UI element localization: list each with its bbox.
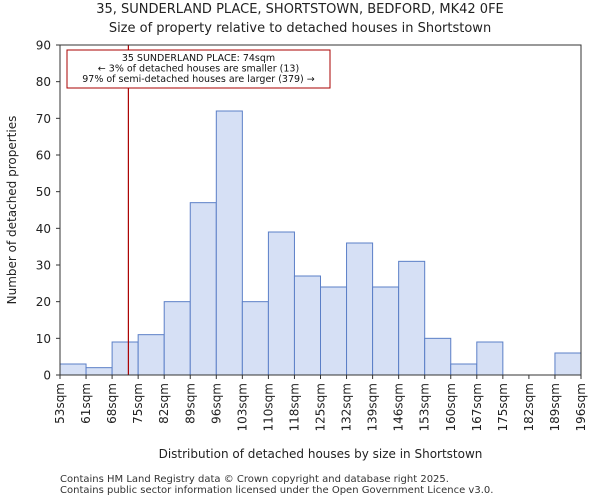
annotation-line-3: 97% of semi-detached houses are larger (… — [82, 74, 315, 85]
x-axis-label: Distribution of detached houses by size … — [159, 447, 483, 461]
x-tick-label: 103sqm — [235, 383, 249, 431]
x-tick-label: 175sqm — [496, 383, 510, 431]
x-tick-label: 68sqm — [105, 383, 119, 424]
footer-line-1: Contains HM Land Registry data © Crown c… — [60, 474, 449, 485]
x-tick-label: 53sqm — [53, 383, 67, 424]
bar-103sqm — [241, 301, 269, 376]
bar-68sqm — [111, 341, 139, 376]
y-tick-label: 0 — [43, 369, 51, 383]
x-tick-label: 182sqm — [522, 383, 536, 431]
y-tick-label: 40 — [36, 222, 51, 236]
y-axis-label: Number of detached properties — [5, 116, 19, 305]
bar-160sqm — [450, 363, 478, 376]
y-tick-label: 60 — [36, 149, 51, 163]
x-tick-label: 160sqm — [444, 383, 458, 431]
x-tick-label: 75sqm — [131, 383, 145, 424]
x-tick-label: 96sqm — [209, 383, 223, 424]
bar-53sqm — [59, 363, 87, 376]
bar-118sqm — [293, 275, 322, 376]
x-tick-label: 146sqm — [392, 383, 406, 431]
bar-146sqm — [398, 260, 426, 376]
bar-82sqm — [163, 301, 191, 376]
x-tick-label: 61sqm — [79, 383, 93, 424]
y-tick-label: 80 — [36, 75, 51, 89]
y-tick-label: 30 — [36, 259, 51, 273]
x-tick-label: 167sqm — [470, 383, 484, 431]
y-tick-label: 10 — [36, 332, 51, 346]
bar-75sqm — [137, 334, 165, 376]
y-tick-label: 70 — [36, 112, 51, 126]
x-tick-label: 132sqm — [340, 383, 354, 431]
bar-189sqm — [554, 352, 582, 376]
chart-title: 35, SUNDERLAND PLACE, SHORTSTOWN, BEDFOR… — [96, 2, 504, 17]
bar-96sqm — [215, 110, 243, 376]
y-tick-label: 90 — [36, 39, 51, 53]
bar-139sqm — [372, 286, 400, 376]
annotation-line-1: 35 SUNDERLAND PLACE: 74sqm — [122, 53, 275, 64]
annotation-line-2: ← 3% of detached houses are smaller (13) — [98, 64, 299, 75]
x-tick-label: 196sqm — [574, 383, 588, 431]
y-tick-label: 50 — [36, 185, 51, 199]
bar-110sqm — [267, 231, 295, 376]
bar-125sqm — [320, 286, 348, 376]
bar-132sqm — [346, 242, 374, 376]
x-tick-label: 110sqm — [261, 383, 275, 431]
y-tick-label: 20 — [36, 295, 51, 309]
chart-subtitle: Size of property relative to detached ho… — [108, 21, 492, 36]
x-tick-label: 89sqm — [183, 383, 197, 424]
x-tick-label: 82sqm — [157, 383, 171, 424]
x-tick-label: 153sqm — [418, 383, 432, 431]
x-tick-label: 139sqm — [366, 383, 380, 431]
x-tick-label: 118sqm — [287, 383, 301, 431]
bar-89sqm — [189, 202, 217, 376]
bar-153sqm — [424, 337, 452, 376]
x-tick-label: 125sqm — [314, 383, 328, 431]
bar-61sqm — [85, 367, 113, 376]
footer-line-2: Contains public sector information licen… — [60, 485, 494, 496]
bar-167sqm — [476, 341, 504, 376]
annotation-box — [66, 49, 331, 89]
x-tick-label: 189sqm — [548, 383, 562, 431]
